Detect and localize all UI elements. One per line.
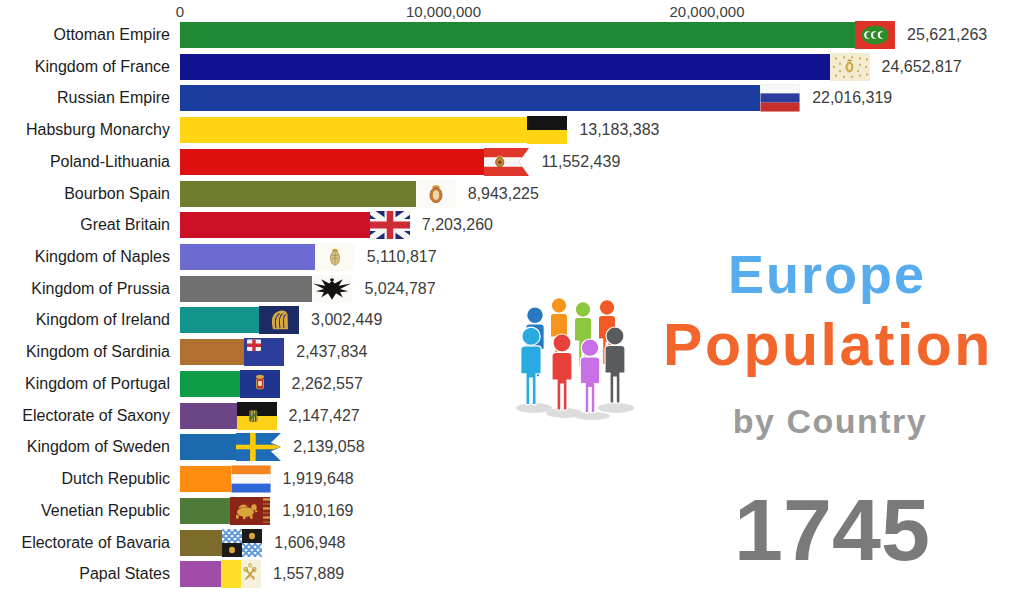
- bavaria-flag-icon: [222, 529, 262, 557]
- x-axis-tick-label: 10,000,000: [406, 3, 481, 20]
- x-axis-tick-label: 20,000,000: [669, 3, 744, 20]
- bar-chart-race-frame: 0 10,000,000 20,000,000 Ottoman Empire 25,6…: [0, 0, 1024, 598]
- population-value: 3,002,449: [311, 307, 382, 333]
- population-value: 8,943,225: [468, 181, 539, 207]
- year-label: 1745: [734, 486, 930, 574]
- country-label: Electorate of Saxony: [0, 403, 170, 429]
- dutch-republic-flag-icon: [231, 465, 271, 493]
- title-line-2: Population: [663, 316, 993, 375]
- saxony-flag-icon: [237, 402, 277, 430]
- population-bar: [180, 117, 527, 143]
- population-bar: [180, 212, 370, 238]
- population-bar: [180, 466, 231, 492]
- naples-flag-icon: [315, 243, 355, 271]
- title-line-3: by Country: [733, 404, 927, 438]
- bourbon-spain-flag-icon: [416, 180, 456, 208]
- venice-flag-icon: [230, 497, 270, 525]
- title-line-1: Europe: [728, 247, 926, 301]
- russia-flag-icon: [760, 84, 800, 112]
- population-value: 24,652,817: [882, 54, 962, 80]
- portugal-flag-icon: [240, 370, 280, 398]
- population-bar: [180, 339, 244, 365]
- population-value: 1,910,169: [282, 498, 353, 524]
- population-value: 1,919,648: [283, 466, 354, 492]
- country-label: Papal States: [0, 561, 170, 587]
- population-value: 2,437,834: [296, 339, 367, 365]
- prussia-flag-icon: [312, 275, 352, 303]
- poland-lithuania-flag-icon: [484, 148, 529, 176]
- sweden-flag-icon: [236, 433, 281, 461]
- country-label: Kingdom of Sardinia: [0, 339, 170, 365]
- population-value: 22,016,319: [812, 85, 892, 111]
- population-bar: [180, 307, 259, 333]
- country-label: Kingdom of France: [0, 54, 170, 80]
- population-value: 25,621,263: [907, 22, 987, 48]
- country-label: Venetian Republic: [0, 498, 170, 524]
- habsburg-flag-icon: [527, 116, 567, 144]
- population-bar: [180, 403, 237, 429]
- papal-states-flag-icon: [221, 560, 261, 588]
- population-bar: [180, 498, 230, 524]
- population-bar: [180, 561, 221, 587]
- population-value: 11,552,439: [541, 149, 620, 175]
- ottoman-flag-icon: [855, 21, 895, 49]
- ireland-flag-icon: [259, 306, 299, 334]
- country-label: Great Britain: [0, 212, 170, 238]
- people-group-icon: [510, 292, 646, 420]
- x-axis-tick-label: 0: [176, 3, 184, 20]
- population-value: 1,606,948: [274, 530, 345, 556]
- country-label: Kingdom of Prussia: [0, 276, 170, 302]
- population-value: 5,024,787: [364, 276, 435, 302]
- population-value: 7,203,260: [422, 212, 493, 238]
- population-bar: [180, 434, 236, 460]
- population-bar: [180, 149, 484, 175]
- country-label: Kingdom of Sweden: [0, 434, 170, 460]
- population-bar: [180, 85, 760, 111]
- population-bar: [180, 181, 416, 207]
- population-bar: [180, 276, 312, 302]
- country-label: Kingdom of Naples: [0, 244, 170, 270]
- population-value: 2,262,557: [292, 371, 363, 397]
- country-label: Poland-Lithuania: [0, 149, 170, 175]
- population-value: 2,139,058: [293, 434, 364, 460]
- population-bar: [180, 244, 315, 270]
- country-label: Russian Empire: [0, 85, 170, 111]
- population-value: 5,110,817: [367, 244, 437, 270]
- sardinia-flag-icon: [244, 338, 284, 366]
- country-label: Habsburg Monarchy: [0, 117, 170, 143]
- country-label: Dutch Republic: [0, 466, 170, 492]
- population-value: 13,183,383: [579, 117, 659, 143]
- country-label: Bourbon Spain: [0, 181, 170, 207]
- great-britain-flag-icon: [370, 211, 410, 239]
- population-bar: [180, 530, 222, 556]
- population-bar: [180, 22, 855, 48]
- population-value: 2,147,427: [289, 403, 360, 429]
- population-bar: [180, 54, 830, 80]
- population-value: 1,557,889: [273, 561, 344, 587]
- country-label: Electorate of Bavaria: [0, 530, 170, 556]
- france-royal-flag-icon: [830, 53, 870, 81]
- country-label: Kingdom of Portugal: [0, 371, 170, 397]
- country-label: Ottoman Empire: [0, 22, 170, 48]
- population-bar: [180, 371, 240, 397]
- country-label: Kingdom of Ireland: [0, 307, 170, 333]
